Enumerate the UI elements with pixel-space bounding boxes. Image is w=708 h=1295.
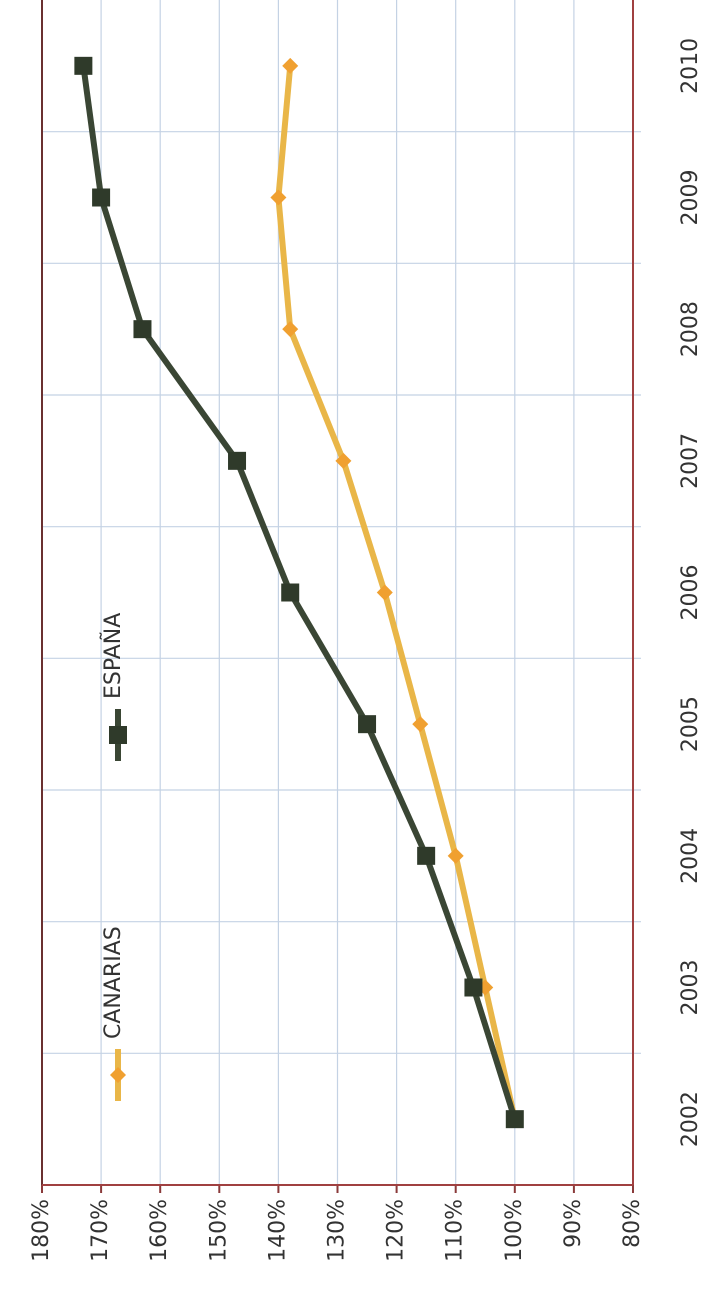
point (92, 188, 111, 207)
y-tick-label: 100% (502, 1199, 527, 1262)
x-tick-label: 2005 (678, 696, 703, 752)
x-tick-label: 2003 (678, 960, 703, 1016)
x-tick-label: 2004 (678, 828, 703, 884)
y-tick-label: 170% (88, 1199, 113, 1262)
legend-label: CANARIAS (101, 926, 126, 1039)
point (376, 584, 393, 601)
point (133, 320, 152, 339)
y-tick-label: 80% (620, 1199, 645, 1248)
legend-label: ESPAÑA (99, 613, 126, 699)
point (281, 583, 300, 602)
point (447, 847, 464, 864)
x-tick-label: 2002 (678, 1091, 703, 1147)
point (335, 452, 352, 469)
x-tick-label: 2010 (678, 38, 703, 94)
y-tick-label: 130% (325, 1199, 350, 1262)
point (412, 716, 429, 733)
y-tick-label: 180% (29, 1199, 54, 1262)
y-tick-label: 110% (443, 1199, 468, 1262)
point (358, 715, 377, 734)
point (464, 978, 483, 997)
y-tick-label: 90% (561, 1199, 586, 1248)
y-tick-label: 140% (265, 1199, 290, 1262)
point (228, 451, 247, 470)
x-tick-label: 2008 (678, 301, 703, 357)
y-tick-label: 160% (147, 1199, 172, 1262)
y-tick-label: 150% (206, 1199, 231, 1262)
point (270, 189, 287, 206)
x-tick-label: 2007 (678, 433, 703, 489)
x-tick-label: 2009 (678, 170, 703, 226)
point (74, 56, 93, 75)
point (109, 726, 127, 744)
point (110, 1067, 126, 1083)
point (417, 846, 436, 865)
rotated-chart: 80% 90% 100% 110% 120% 130% 140% 150% 160% 170% 18… (29, 0, 703, 1262)
point (282, 321, 299, 338)
point (505, 1110, 524, 1129)
point (282, 57, 299, 74)
x-tick-label: 2006 (678, 565, 703, 621)
y-tick-label: 120% (384, 1199, 409, 1262)
